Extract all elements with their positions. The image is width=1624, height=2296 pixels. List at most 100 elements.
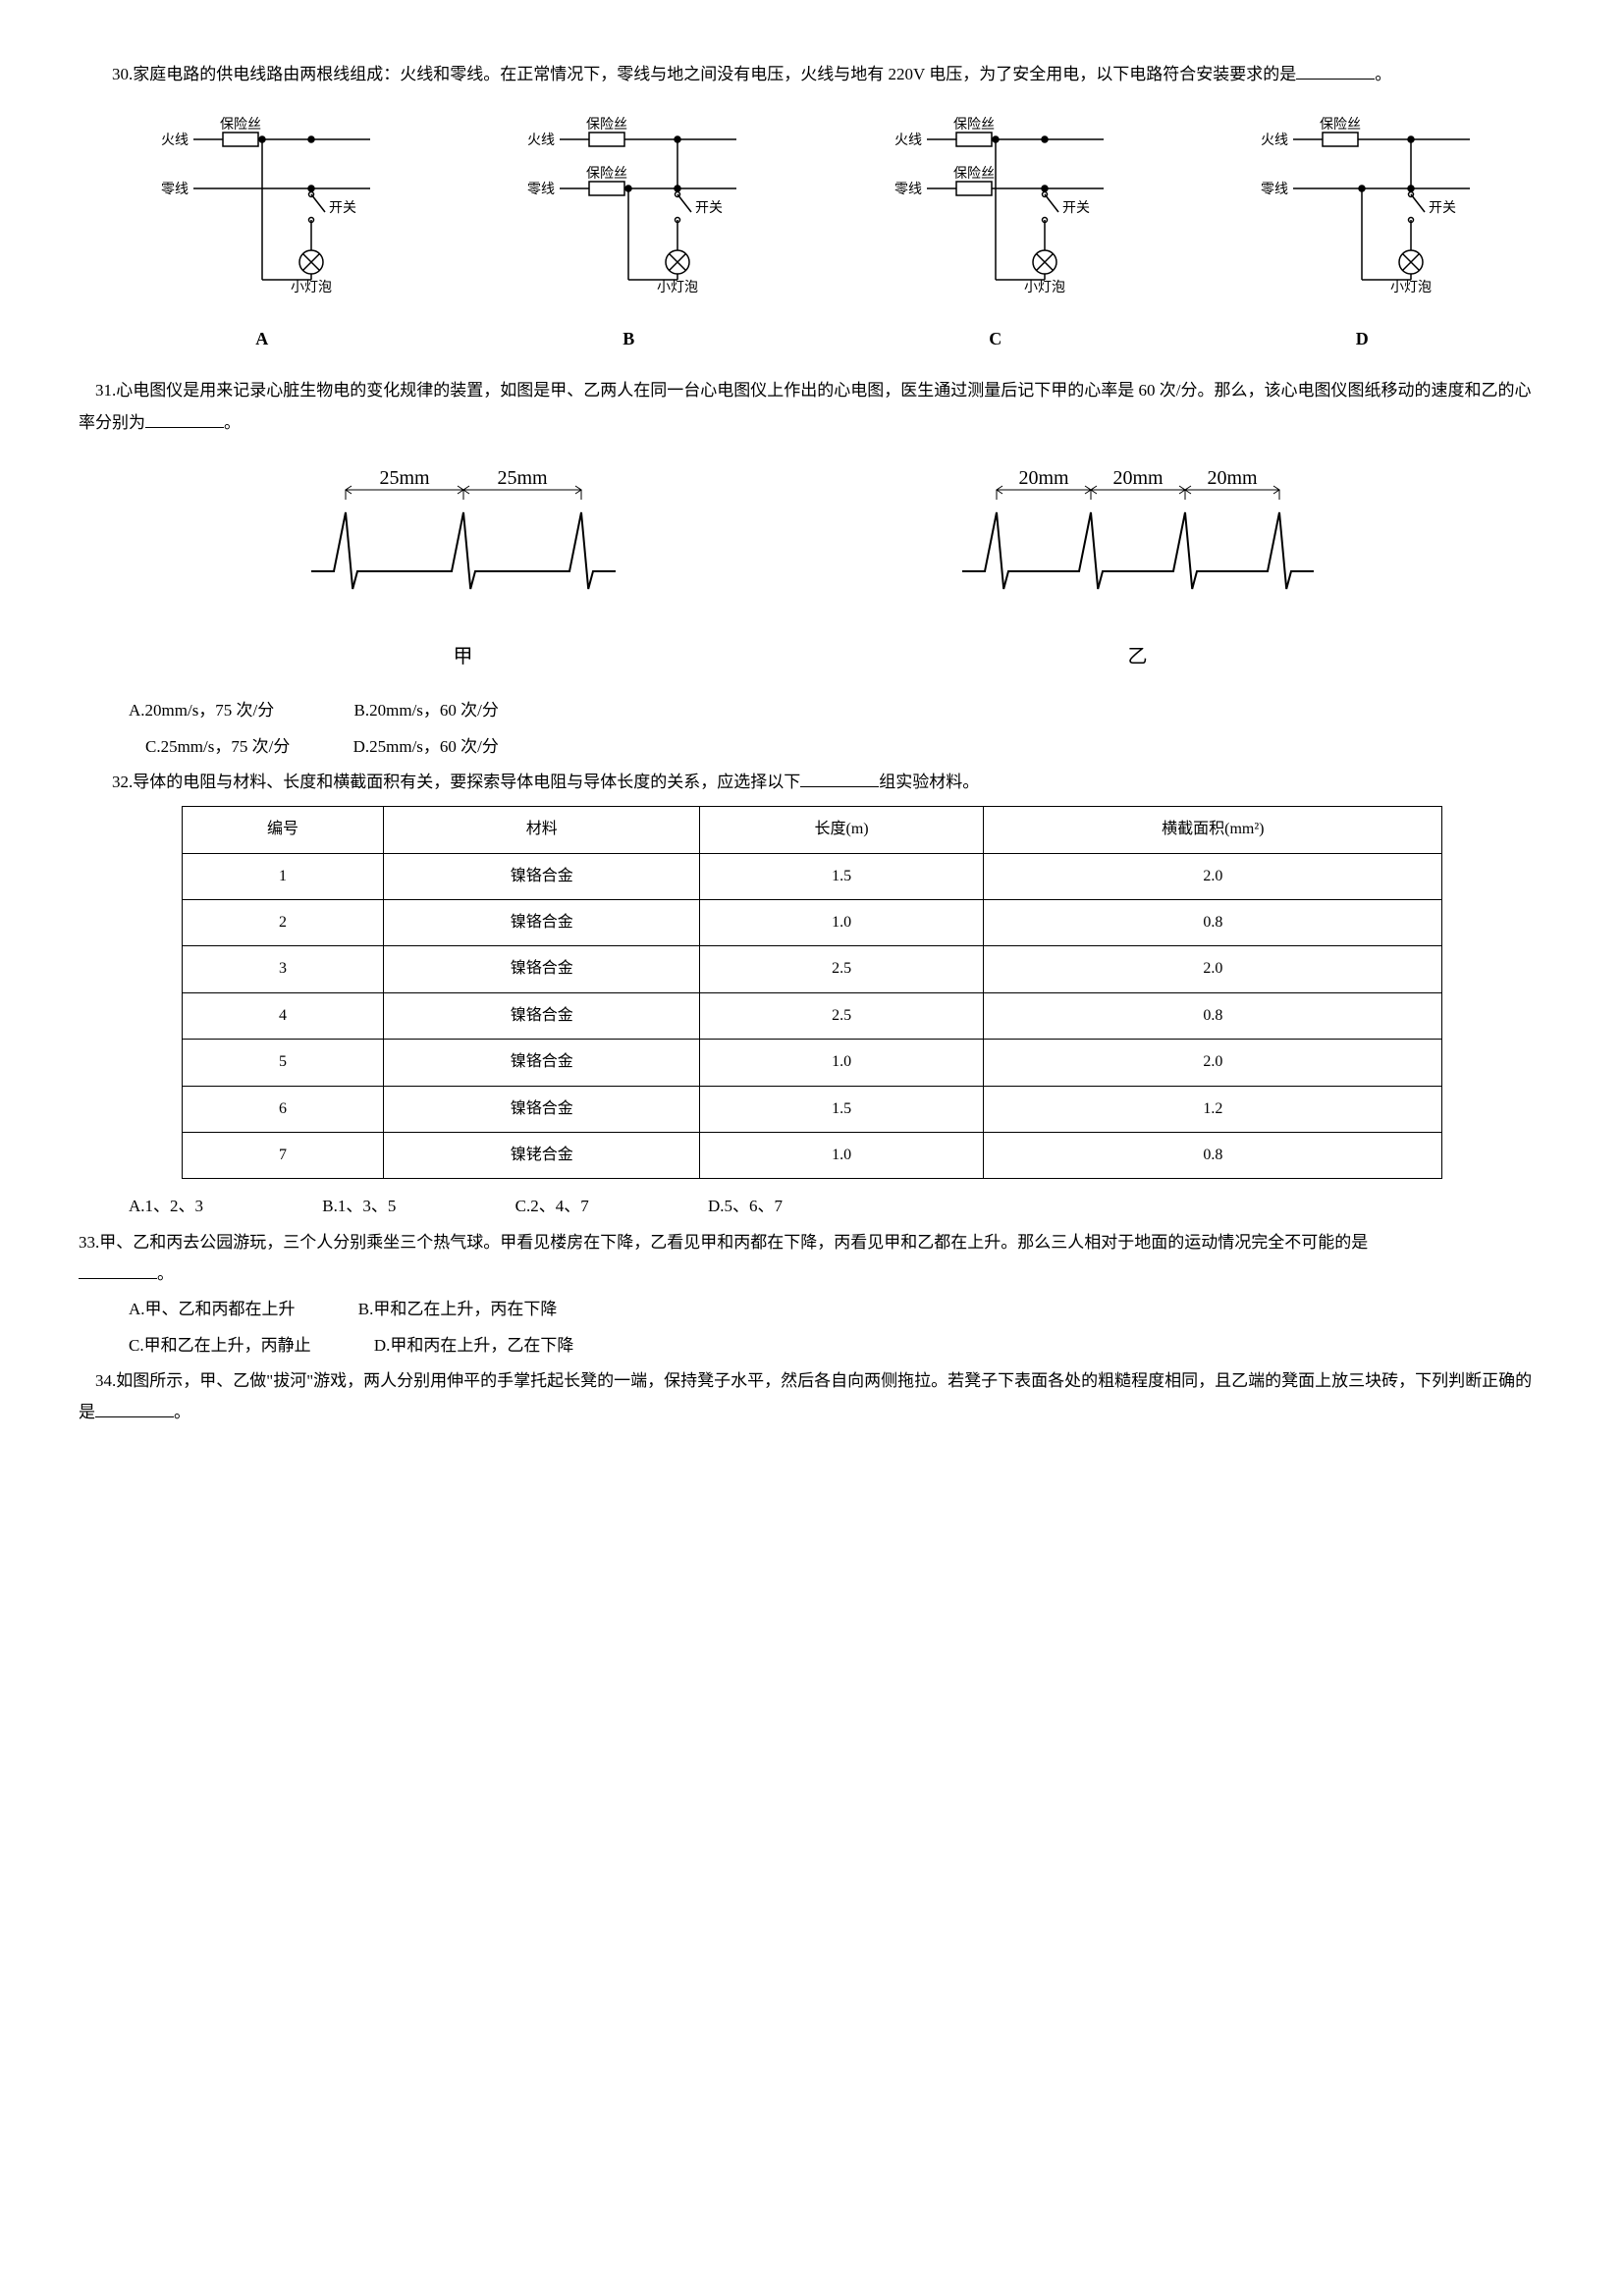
q33-options-row2: C.甲和乙在上升，丙静止 D.甲和丙在上升，乙在下降	[79, 1330, 1545, 1362]
q32-td-3-1: 镍铬合金	[384, 992, 699, 1039]
svg-text:开关: 开关	[1429, 200, 1456, 216]
q32-pre: 32.导体的电阻与材料、长度和横截面积有关，要探索导体电阻与导体长度的关系，应选…	[112, 773, 800, 791]
svg-text:火线: 火线	[894, 133, 922, 148]
circuit-label-D: D	[1234, 322, 1489, 355]
q32-td-1-1: 镍铬合金	[384, 900, 699, 946]
q31-text: 31.心电图仪是用来记录心脏生物电的变化规律的装置，如图是甲、乙两人在同一台心电…	[79, 375, 1545, 439]
table-row: 2镍铬合金1.00.8	[182, 900, 1442, 946]
q32-td-0-3: 2.0	[984, 853, 1442, 899]
q32-th-3: 横截面积(mm²)	[984, 807, 1442, 853]
q33-text: 33.甲、乙和丙去公园游玩，三个人分别乘坐三个热气球。甲看见楼房在下降，乙看见甲…	[79, 1227, 1545, 1258]
svg-text:开关: 开关	[1062, 200, 1090, 216]
ecg-乙-svg: 20mm 20mm 20mm	[957, 468, 1319, 615]
q32-td-6-3: 0.8	[984, 1133, 1442, 1179]
q32-td-3-0: 4	[182, 992, 384, 1039]
q34-text: 34.如图所示，甲、乙做"拔河"游戏，两人分别用伸平的手掌托起长凳的一端，保持凳…	[79, 1365, 1545, 1429]
table-row: 5镍铬合金1.02.0	[182, 1040, 1442, 1086]
q32-td-1-2: 1.0	[699, 900, 983, 946]
q32-td-4-3: 2.0	[984, 1040, 1442, 1086]
ecg-label-乙: 乙	[957, 638, 1319, 675]
svg-text:零线: 零线	[894, 182, 922, 197]
q31-body: 31.心电图仪是用来记录心脏生物电的变化规律的装置，如图是甲、乙两人在同一台心电…	[79, 381, 1531, 431]
circuit-A: 火线保险丝零线开关小灯泡A	[135, 100, 390, 355]
svg-text:小灯泡: 小灯泡	[291, 280, 332, 295]
circuit-C-svg: 火线保险丝零线保险丝开关小灯泡	[868, 100, 1123, 316]
svg-text:小灯泡: 小灯泡	[1390, 280, 1432, 295]
svg-text:保险丝: 保险丝	[220, 117, 261, 133]
circuit-D-svg: 火线 保险丝零线开关小灯泡	[1234, 100, 1489, 316]
q32-blank	[800, 768, 879, 787]
svg-text:火线: 火线	[527, 133, 555, 148]
ecg-甲-svg: 25mm 25mm	[306, 468, 621, 615]
svg-text:25mm: 25mm	[497, 468, 548, 489]
q32-td-1-0: 2	[182, 900, 384, 946]
q31-opt-a: A.20mm/s，75 次/分	[112, 695, 274, 726]
q32-td-3-2: 2.5	[699, 992, 983, 1039]
q30-blank	[1296, 60, 1375, 80]
circuit-B-svg: 火线保险丝零线保险丝开关小灯泡	[501, 100, 756, 316]
svg-text:保险丝: 保险丝	[586, 166, 627, 182]
q32-options: A.1、2、3 B.1、3、5 C.2、4、7 D.5、6、7	[79, 1191, 1545, 1222]
svg-text:保险丝: 保险丝	[586, 117, 627, 133]
ecg-yi: 20mm 20mm 20mm 乙	[957, 468, 1319, 675]
q32-td-5-2: 1.5	[699, 1086, 983, 1132]
svg-text:保险丝: 保险丝	[953, 117, 995, 133]
svg-text:火线: 火线	[161, 133, 189, 148]
q32-th-1: 材料	[384, 807, 699, 853]
q30-diagrams: 火线保险丝零线开关小灯泡A火线保险丝零线保险丝开关小灯泡B火线保险丝零线保险丝开…	[79, 100, 1545, 355]
circuit-label-B: B	[501, 322, 756, 355]
q31-opt-b: B.20mm/s，60 次/分	[338, 695, 499, 726]
svg-text:保险丝: 保险丝	[1320, 117, 1361, 133]
q31-opt-d: D.25mm/s，60 次/分	[353, 731, 499, 763]
q33-blank	[79, 1259, 157, 1279]
q32-td-0-1: 镍铬合金	[384, 853, 699, 899]
q32-td-0-2: 1.5	[699, 853, 983, 899]
q32-td-2-2: 2.5	[699, 946, 983, 992]
q33-options-row1: A.甲、乙和丙都在上升 B.甲和乙在上升，丙在下降	[79, 1294, 1545, 1325]
q32-table: 编号材料长度(m)横截面积(mm²)1镍铬合金1.52.02镍铬合金1.00.8…	[182, 806, 1443, 1179]
q31-diagrams: 25mm 25mm 甲 20mm 20mm 20mm 乙	[79, 468, 1545, 675]
q32-th-0: 编号	[182, 807, 384, 853]
q33-blank-line: 。	[79, 1258, 1545, 1290]
table-row: 7镍铑合金1.00.8	[182, 1133, 1442, 1179]
ecg-label-甲: 甲	[306, 638, 621, 675]
circuit-B: 火线保险丝零线保险丝开关小灯泡B	[501, 100, 756, 355]
svg-text:20mm: 20mm	[1207, 468, 1258, 489]
q32-td-6-2: 1.0	[699, 1133, 983, 1179]
q32-td-1-3: 0.8	[984, 900, 1442, 946]
q32-td-2-3: 2.0	[984, 946, 1442, 992]
q32-opt-d: D.5、6、7	[691, 1191, 783, 1222]
svg-text:开关: 开关	[329, 200, 356, 216]
circuit-label-C: C	[868, 322, 1123, 355]
q32-post: 组实验材料。	[879, 773, 979, 791]
q32-td-6-1: 镍铑合金	[384, 1133, 699, 1179]
q33-opt-c: C.甲和乙在上升，丙静止	[129, 1330, 311, 1362]
q32-td-4-0: 5	[182, 1040, 384, 1086]
q30-text: 30.家庭电路的供电线路由两根线组成：火线和零线。在正常情况下，零线与地之间没有…	[79, 59, 1545, 90]
svg-text:零线: 零线	[527, 182, 555, 197]
q32-td-4-1: 镍铬合金	[384, 1040, 699, 1086]
q33-opt-a: A.甲、乙和丙都在上升	[129, 1294, 296, 1325]
q32-td-0-0: 1	[182, 853, 384, 899]
q31-opt-c: C.25mm/s，75 次/分	[145, 731, 290, 763]
q34-blank	[95, 1398, 174, 1417]
svg-text:零线: 零线	[161, 182, 189, 197]
ecg-jia: 25mm 25mm 甲	[306, 468, 621, 675]
svg-text:20mm: 20mm	[1112, 468, 1164, 489]
q31-blank	[145, 408, 224, 428]
q32-td-4-2: 1.0	[699, 1040, 983, 1086]
q32-text: 32.导体的电阻与材料、长度和横截面积有关，要探索导体电阻与导体长度的关系，应选…	[79, 767, 1545, 798]
q31-options-row1: A.20mm/s，75 次/分 B.20mm/s，60 次/分	[79, 695, 1545, 726]
table-row: 4镍铬合金2.50.8	[182, 992, 1442, 1039]
q33-opt-d: D.甲和丙在上升，乙在下降	[374, 1330, 574, 1362]
q31-options-row2: C.25mm/s，75 次/分 D.25mm/s，60 次/分	[79, 731, 1545, 763]
q32-td-2-0: 3	[182, 946, 384, 992]
svg-text:零线: 零线	[1261, 182, 1288, 197]
svg-text:20mm: 20mm	[1018, 468, 1069, 489]
circuit-C: 火线保险丝零线保险丝开关小灯泡C	[868, 100, 1123, 355]
svg-text:火线: 火线	[1261, 133, 1288, 148]
q32-td-3-3: 0.8	[984, 992, 1442, 1039]
svg-text:25mm: 25mm	[379, 468, 430, 489]
q32-td-5-1: 镍铬合金	[384, 1086, 699, 1132]
circuit-A-svg: 火线 保险丝零线开关小灯泡	[135, 100, 390, 316]
